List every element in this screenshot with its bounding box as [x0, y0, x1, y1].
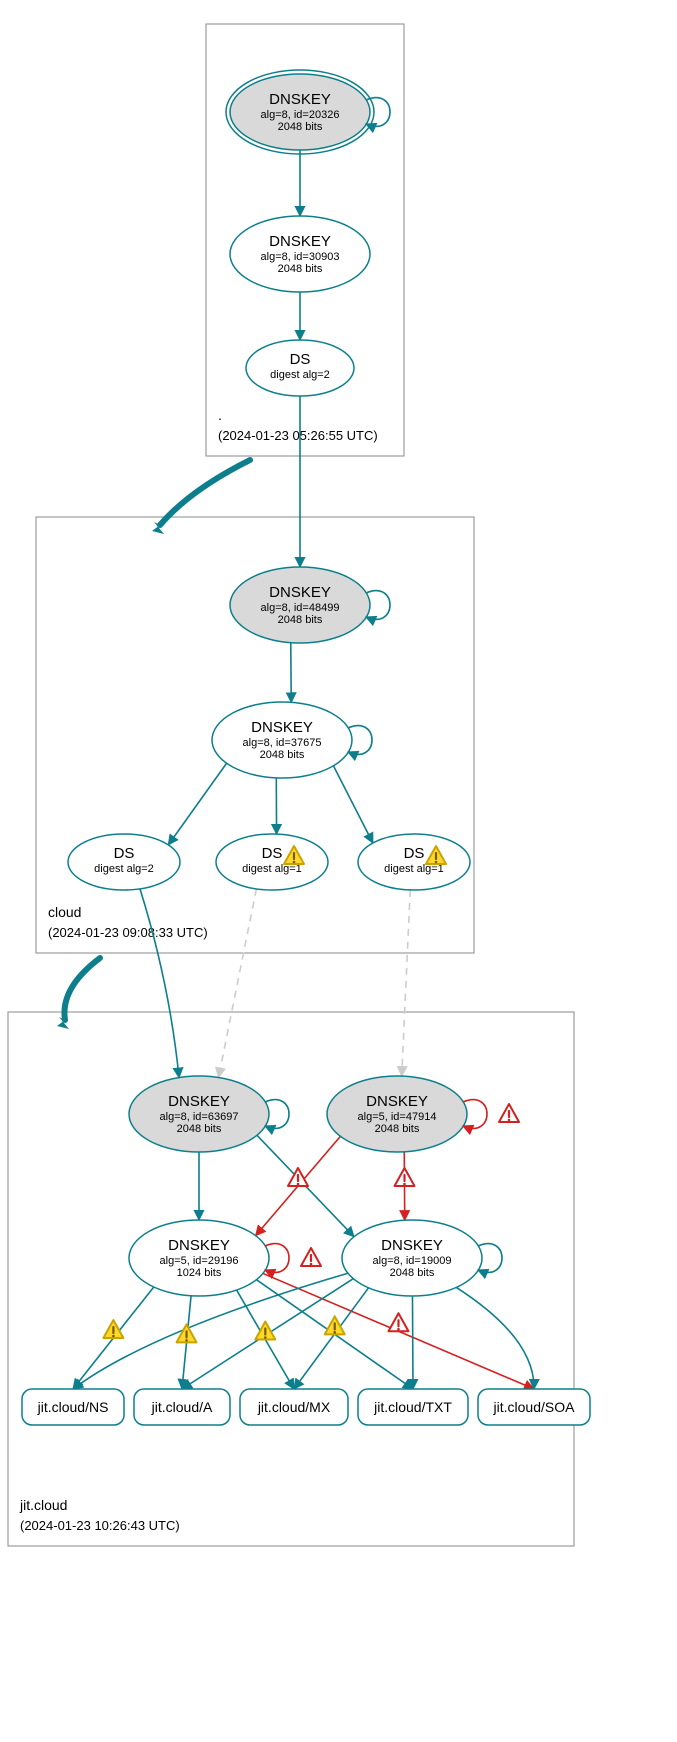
rrset-label: jit.cloud/TXT	[373, 1399, 452, 1415]
node-cloud_zsk: DNSKEYalg=8, id=376752048 bits	[212, 702, 372, 778]
rrset-label: jit.cloud/NS	[37, 1399, 109, 1415]
warning-icon	[499, 1104, 519, 1122]
node-title: DNSKEY	[269, 91, 331, 108]
zone-label-cloud: cloud	[48, 904, 81, 920]
zone-label-root: .	[218, 407, 222, 423]
rrset-label: jit.cloud/MX	[257, 1399, 331, 1415]
edge-cloud_ds2-jit_ksk1	[218, 889, 256, 1078]
node-sub1: alg=8, id=19009	[373, 1255, 452, 1267]
node-sub1: alg=8, id=63697	[160, 1111, 239, 1123]
node-sub1: digest alg=2	[94, 863, 154, 875]
node-sub2: 1024 bits	[177, 1267, 222, 1279]
node-title: DNSKEY	[381, 1237, 443, 1254]
node-sub1: digest alg=2	[270, 369, 330, 381]
rrset-rr_soa: jit.cloud/SOA	[478, 1389, 590, 1425]
dnssec-diagram: . (2024-01-23 05:26:55 UTC) cloud (2024-01-…	[0, 0, 677, 1742]
node-title: DNSKEY	[168, 1093, 230, 1110]
node-sub2: 2048 bits	[260, 749, 305, 761]
node-sub2: 2048 bits	[390, 1267, 435, 1279]
node-sub1: alg=8, id=30903	[261, 251, 340, 263]
node-title: DNSKEY	[269, 233, 331, 250]
node-root_ds: DSdigest alg=2	[246, 340, 354, 396]
edge-cloud_ksk-cloud_zsk	[291, 643, 292, 703]
node-title: DS	[404, 845, 425, 862]
edge-cloud_zsk-cloud_ds3	[333, 766, 372, 843]
node-cloud_ksk: DNSKEYalg=8, id=484992048 bits	[230, 567, 390, 643]
node-sub1: alg=8, id=37675	[243, 737, 322, 749]
zone-box-jit	[8, 1012, 574, 1546]
node-root_zsk: DNSKEYalg=8, id=309032048 bits	[230, 216, 370, 292]
rrset-rr_a: jit.cloud/A	[134, 1389, 230, 1425]
node-sub2: 2048 bits	[278, 121, 323, 133]
node-cloud_ds2: DSdigest alg=1	[216, 834, 328, 890]
rrset-label: jit.cloud/A	[151, 1399, 213, 1415]
node-jit_ksk1: DNSKEYalg=8, id=636972048 bits	[129, 1076, 289, 1152]
node-sub2: 2048 bits	[375, 1123, 420, 1135]
zone-timestamp-cloud: (2024-01-23 09:08:33 UTC)	[48, 925, 208, 940]
node-cloud_ds1: DSdigest alg=2	[68, 834, 180, 890]
node-jit_zsk1: DNSKEYalg=5, id=291961024 bits	[129, 1220, 289, 1296]
rrset-label: jit.cloud/SOA	[493, 1399, 576, 1415]
delegation-arc	[64, 958, 100, 1020]
node-jit_ksk2: DNSKEYalg=5, id=479142048 bits	[327, 1076, 487, 1152]
node-jit_zsk2: DNSKEYalg=8, id=190092048 bits	[342, 1220, 502, 1296]
edge-cloud_zsk-cloud_ds1	[168, 763, 226, 845]
edge-cloud_ds3-jit_ksk2	[402, 890, 411, 1076]
edge-jit_zsk2-rr_soa	[456, 1287, 534, 1389]
warning-icon	[177, 1324, 197, 1342]
rrset-rr_ns: jit.cloud/NS	[22, 1389, 124, 1425]
node-title: DNSKEY	[168, 1237, 230, 1254]
nodes-layer: DNSKEYalg=8, id=203262048 bitsDNSKEYalg=…	[22, 70, 590, 1425]
warning-icon	[395, 1168, 415, 1186]
node-cloud_ds3: DSdigest alg=1	[358, 834, 470, 890]
warning-icon	[301, 1248, 321, 1266]
zone-label-jit: jit.cloud	[19, 1497, 67, 1513]
node-title: DNSKEY	[251, 719, 313, 736]
node-root_ksk: DNSKEYalg=8, id=203262048 bits	[226, 70, 390, 154]
edge-jit_zsk2-rr_txt	[412, 1296, 413, 1389]
delegation-arc	[160, 460, 250, 525]
node-sub2: 2048 bits	[278, 614, 323, 626]
node-title: DNSKEY	[269, 584, 331, 601]
rrset-rr_mx: jit.cloud/MX	[240, 1389, 348, 1425]
node-title: DS	[290, 351, 311, 368]
rrset-rr_txt: jit.cloud/TXT	[358, 1389, 468, 1425]
node-sub2: 2048 bits	[177, 1123, 222, 1135]
node-title: DS	[114, 845, 135, 862]
node-sub1: alg=5, id=29196	[160, 1255, 239, 1267]
node-sub1: alg=8, id=48499	[261, 602, 340, 614]
zone-timestamp-jit: (2024-01-23 10:26:43 UTC)	[20, 1518, 180, 1533]
edge-cloud_ds1-jit_ksk1	[140, 889, 179, 1078]
warning-icon	[388, 1313, 408, 1331]
node-title: DS	[262, 845, 283, 862]
node-sub2: 2048 bits	[278, 263, 323, 275]
zone-timestamp-root: (2024-01-23 05:26:55 UTC)	[218, 428, 378, 443]
node-sub1: alg=8, id=20326	[261, 109, 340, 121]
node-title: DNSKEY	[366, 1093, 428, 1110]
node-sub1: alg=5, id=47914	[358, 1111, 437, 1123]
